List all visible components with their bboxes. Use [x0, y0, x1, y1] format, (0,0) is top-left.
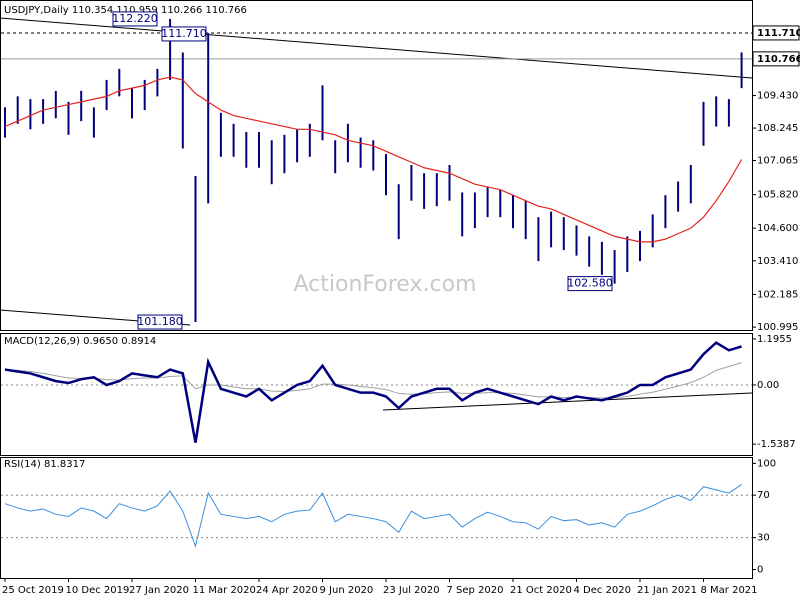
- x-tick-label: 8 Mar 2021: [701, 585, 758, 596]
- moving-average: [4, 76, 743, 243]
- x-tick-label: 21 Oct 2020: [510, 585, 572, 596]
- panel-title: MACD(12,26,9) 0.9650 0.8914: [4, 336, 156, 347]
- x-tick-label: 23 Jul 2020: [383, 585, 440, 596]
- y-tick-label: -1.5387: [757, 439, 796, 450]
- x-tick-label: 4 Dec 2020: [574, 585, 632, 596]
- macd-line: [4, 341, 742, 443]
- annotation-label: 102.580: [567, 277, 613, 290]
- y-tick-label: 105.820: [757, 190, 798, 201]
- y-tick-label: 102.185: [757, 289, 798, 300]
- annotation-box: [112, 11, 158, 27]
- y-tick-label: 107.065: [757, 155, 798, 166]
- y-tick-label: 0.00: [757, 380, 779, 391]
- trendline: [382, 392, 753, 411]
- signal-line: [4, 362, 742, 399]
- annotation-label: 101.180: [137, 315, 183, 328]
- annotation-label: 112.220: [112, 12, 158, 25]
- x-tick-label: 11 Mar 2020: [193, 585, 256, 596]
- price-level-box: [752, 51, 800, 67]
- annotation-label: 111.710: [161, 27, 207, 40]
- rsi-panel: [0, 457, 753, 579]
- y-tick-label: 103.410: [757, 256, 798, 267]
- trendline: [0, 17, 753, 79]
- x-tick-label: 24 Apr 2020: [256, 585, 318, 596]
- y-tick-label: 0: [757, 565, 763, 576]
- annotation-box: [137, 314, 183, 330]
- y-tick-label: 100: [757, 458, 776, 469]
- annotation-box: [567, 276, 613, 292]
- x-tick-label: 10 Dec 2019: [66, 585, 130, 596]
- annotation-box: [161, 26, 207, 42]
- price-level-label: 111.710: [757, 28, 800, 39]
- price-level-box: [752, 25, 800, 41]
- panel-title: RSI(14) 81.8317: [4, 459, 85, 470]
- price-level-label: 110.766: [757, 54, 800, 65]
- chart-title: USDJPY,Daily 110.354 110.959 110.266 110…: [4, 5, 247, 16]
- x-tick-label: 7 Sep 2020: [447, 585, 504, 596]
- y-tick-label: 108.245: [757, 123, 798, 134]
- x-tick-label: 27 Jan 2020: [129, 585, 189, 596]
- x-tick-label: 9 Jun 2020: [320, 585, 374, 596]
- rsi-line: [4, 484, 742, 548]
- y-tick-label: 104.600: [757, 223, 798, 234]
- watermark: ActionForex.com: [294, 272, 477, 297]
- y-tick-label: 30: [757, 533, 770, 544]
- price-panel: [0, 0, 753, 331]
- y-tick-label: 100.995: [757, 322, 798, 333]
- y-tick-label: 70: [757, 490, 770, 501]
- x-tick-label: 21 Jan 2021: [637, 585, 697, 596]
- x-tick-label: 25 Oct 2019: [2, 585, 64, 596]
- y-tick-label: 1.1955: [757, 334, 792, 345]
- y-tick-label: 109.430: [757, 91, 798, 102]
